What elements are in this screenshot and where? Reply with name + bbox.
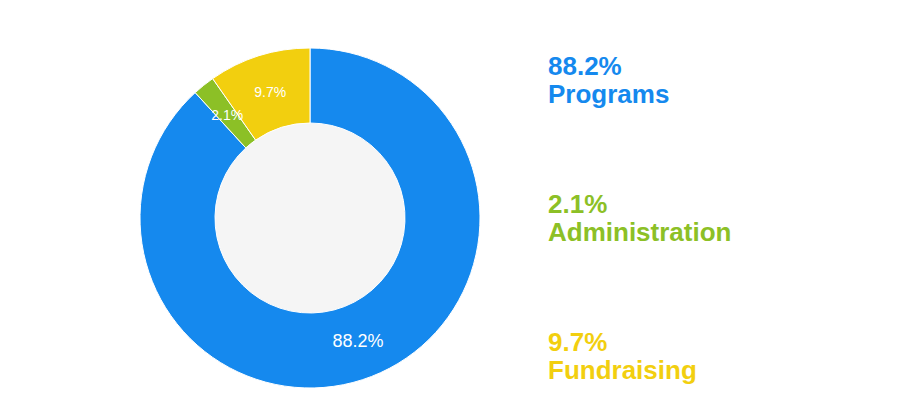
legend-value: 2.1% [548,189,607,219]
slices [140,48,480,388]
donut-hole [215,123,405,313]
legend-label: Programs [548,79,669,109]
legend-value: 88.2% [548,51,622,81]
legend-label: Administration [548,217,731,247]
slice [140,48,480,388]
chart: 88.2%2.1%9.7%88.2%Programs2.1%Administra… [0,0,900,418]
legend: 88.2%Programs 2.1%Administration 9.7%Fundr… [548,51,731,385]
data-labels: 88.2% 2.1% 9.7% [211,84,383,352]
legend-value: 9.7% [548,327,607,357]
slice [213,48,310,140]
data-label: 9.7% [254,84,286,100]
data-label: 2.1% [211,107,243,123]
data-label: 88.2% [332,331,383,351]
plot: 88.2% 2.1% 9.7% [140,48,480,388]
legend-label: Fundraising [548,355,697,385]
